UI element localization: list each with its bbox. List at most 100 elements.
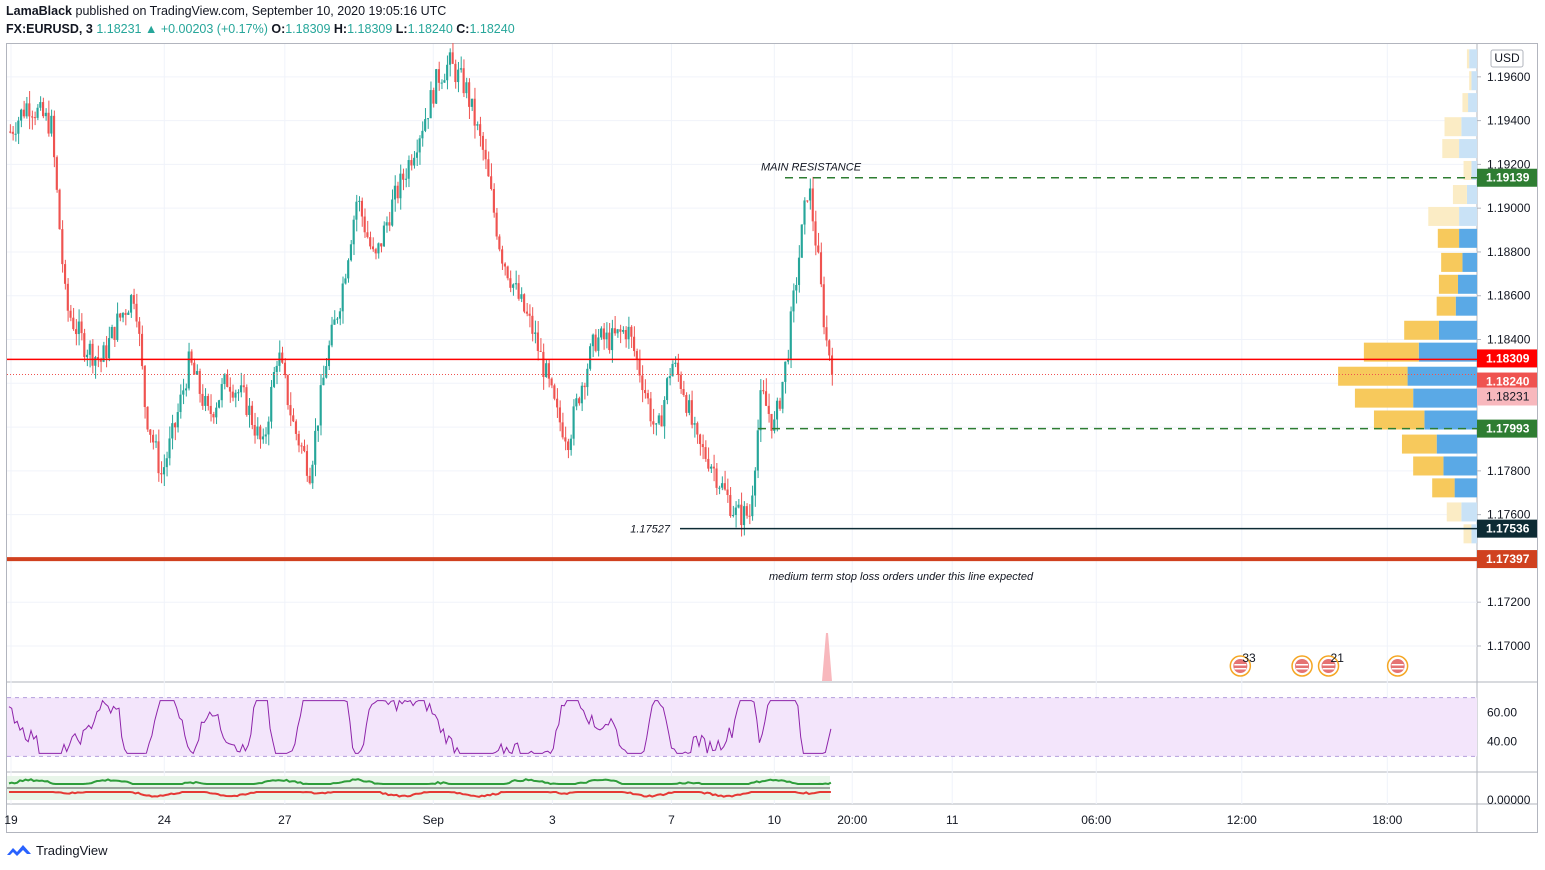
candle-body: [657, 415, 660, 424]
ohlc-legend: FX:EURUSD, 3 1.18231 ▲ +0.00203 (+0.17%)…: [6, 22, 515, 36]
volume-spike: [822, 633, 832, 681]
candle-body: [748, 515, 751, 517]
candle-body: [665, 378, 669, 401]
candle-body: [597, 337, 600, 351]
candle-body: [646, 393, 649, 399]
candle-body: [154, 441, 157, 443]
candle-body: [718, 487, 721, 489]
candle-body: [476, 124, 479, 126]
candle-body: [349, 244, 353, 261]
candle-body: [520, 294, 523, 299]
candle-body: [319, 385, 322, 426]
candle-body: [303, 446, 306, 452]
price-tag[interactable]: 1.18240: [1477, 372, 1537, 391]
candle-body: [206, 396, 210, 406]
volume-profile-up-bar: [1428, 206, 1460, 226]
volume-profile-down-bar: [1459, 206, 1477, 226]
price-tag[interactable]: 1.17536: [1477, 519, 1537, 538]
candle-body: [509, 278, 512, 288]
candle-body: [701, 444, 704, 448]
volume-profile-up-bar: [1401, 434, 1437, 454]
price-tag[interactable]: 1.18309: [1477, 349, 1537, 368]
candle-body: [201, 393, 204, 406]
candle-body: [443, 80, 446, 83]
candle-body: [385, 222, 388, 226]
candle-body: [473, 98, 476, 126]
rsi-band: [7, 697, 1477, 757]
tradingview-logo[interactable]: TradingView: [6, 842, 108, 858]
candle-body: [171, 423, 174, 439]
candle-body: [399, 173, 402, 199]
price-tick-label: 1.17000: [1487, 639, 1531, 653]
candle-body: [311, 464, 314, 484]
candle-body: [479, 124, 482, 136]
candle-body: [322, 377, 325, 386]
volume-profile-down-bar: [1424, 410, 1477, 430]
candle-body: [358, 200, 361, 202]
volume-profile-down-bar: [1462, 252, 1477, 272]
candle-body: [294, 421, 298, 434]
candle-body: [22, 109, 25, 117]
currency-button[interactable]: [1490, 49, 1524, 68]
candle-body: [668, 376, 671, 379]
close-value: 1.18240: [469, 22, 515, 36]
oscillator-red-line: [9, 790, 831, 798]
price-tag-box: [1477, 519, 1537, 538]
candle-body: [586, 368, 589, 388]
candle-body: [91, 343, 94, 366]
price-tag-box: [1477, 387, 1537, 406]
price-tag[interactable]: 1.19139: [1477, 168, 1537, 187]
candle-body: [764, 391, 768, 406]
candle-body: [567, 441, 570, 451]
candle-body: [308, 475, 311, 484]
candle-body: [435, 69, 438, 104]
economic-event-flag[interactable]: 21: [1317, 651, 1345, 677]
candle-body: [652, 421, 655, 425]
volume-profile-up-bar: [1354, 388, 1414, 408]
candle-body: [437, 69, 440, 83]
candle-body: [740, 504, 743, 526]
candle-body: [742, 506, 746, 526]
candle-body: [74, 329, 78, 335]
candle-body: [687, 400, 691, 413]
economic-event-flag[interactable]: [1386, 655, 1409, 677]
candle-body: [602, 328, 605, 340]
candle-body: [426, 118, 429, 120]
candles: [9, 43, 834, 537]
candle-body: [523, 294, 526, 312]
candle-body: [583, 385, 586, 388]
candle-body: [773, 419, 776, 431]
economic-event-flag[interactable]: [1291, 655, 1313, 677]
candle-body: [707, 458, 710, 469]
author-name[interactable]: LamaBlack: [6, 4, 73, 18]
candle-body: [503, 263, 506, 267]
candle-body: [36, 107, 39, 118]
candle-body: [231, 391, 234, 398]
economic-event-flag[interactable]: 33: [1229, 651, 1256, 677]
brand-text: TradingView: [36, 842, 108, 858]
low-label: L:: [395, 22, 408, 36]
candle-body: [792, 290, 795, 312]
symbol-label[interactable]: FX:EURUSD, 3: [6, 22, 93, 36]
us-flag-icon: [1391, 668, 1404, 670]
volume-profile-up-bar: [1438, 274, 1458, 294]
candle-body: [47, 112, 50, 134]
price-tag[interactable]: 1.17993: [1477, 419, 1537, 438]
price-tag[interactable]: 1.17397: [1477, 550, 1537, 569]
volume-profile-up-bar: [1436, 296, 1456, 316]
price-tag-box: [1477, 372, 1537, 391]
price-tag[interactable]: 1.18231: [1477, 387, 1537, 406]
volume-profile-up-bar: [1463, 524, 1472, 544]
candle-body: [819, 252, 823, 285]
candle-body: [745, 506, 748, 516]
us-flag-icon: [1234, 664, 1247, 666]
price-tick-label: 1.18400: [1487, 333, 1531, 347]
chart-frame: [6, 43, 1538, 833]
candle-body: [775, 400, 779, 420]
candle-body: [492, 188, 495, 213]
candle-body: [267, 421, 270, 435]
time-tick-label: 24: [158, 813, 172, 827]
volume-profile-up-bar: [1462, 93, 1469, 113]
candle-body: [113, 326, 116, 340]
